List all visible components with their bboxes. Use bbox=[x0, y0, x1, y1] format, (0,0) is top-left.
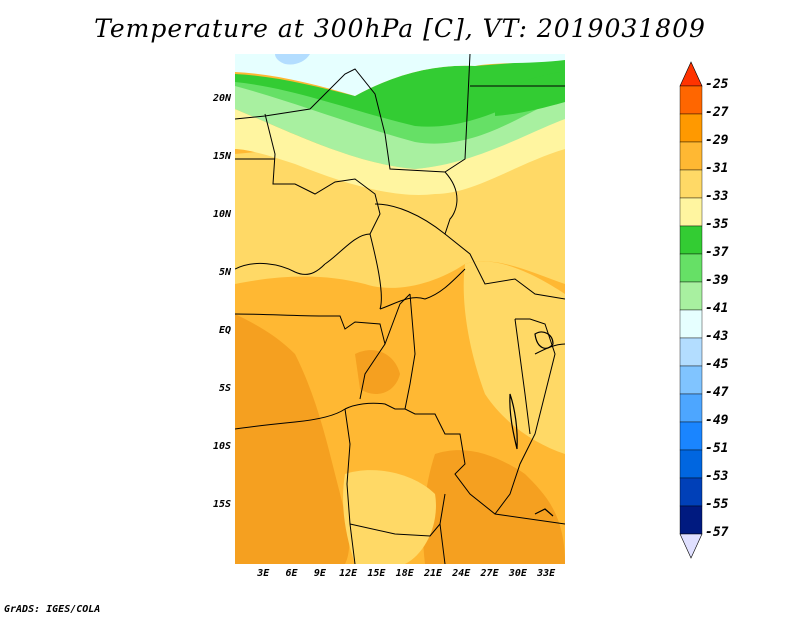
colorbar-level-label: -41 bbox=[705, 301, 729, 316]
field-green-light bbox=[235, 84, 565, 169]
field-green-dark-east bbox=[495, 72, 565, 116]
colorbar-cell bbox=[679, 449, 703, 479]
colorbar-level-label: -51 bbox=[705, 441, 729, 456]
colorbar-cell bbox=[679, 505, 703, 535]
colorbar-cell bbox=[679, 421, 703, 451]
colorbar-cell bbox=[679, 393, 703, 423]
colorbar-cell bbox=[679, 225, 703, 255]
colorbar-level-label: -55 bbox=[705, 497, 729, 512]
lon-tick-label: 6E bbox=[285, 568, 298, 579]
lat-tick-label: 10N bbox=[212, 209, 231, 221]
colorbar-cell bbox=[679, 253, 703, 283]
lat-tick-label: 5N bbox=[218, 267, 231, 279]
lon-tick-label: 33E bbox=[537, 568, 556, 579]
lon-tick-label: 3E bbox=[257, 568, 270, 579]
lon-tick-label: 9E bbox=[313, 568, 326, 579]
page-title: Temperature at 300hPa [C], VT: 201903180… bbox=[94, 14, 706, 43]
colorbar-level-label: -33 bbox=[705, 189, 729, 204]
colorbar-level-label: -37 bbox=[705, 245, 729, 260]
colorbar-cell bbox=[679, 197, 703, 227]
lat-tick-label: 15S bbox=[212, 499, 231, 511]
colorbar-cell bbox=[679, 281, 703, 311]
colorbar-level-label: -27 bbox=[705, 105, 729, 120]
lat-tick-label: 10S bbox=[212, 441, 231, 453]
colorbar-level-label: -57 bbox=[705, 525, 729, 540]
field-very-warm-south bbox=[235, 314, 350, 564]
field-cool bbox=[235, 109, 565, 195]
field-green-dark bbox=[235, 59, 565, 127]
colorbar-level-label: -25 bbox=[705, 77, 729, 92]
temperature-map bbox=[235, 54, 565, 564]
colorbar-level-label: -43 bbox=[705, 329, 729, 344]
field-cyan bbox=[235, 54, 565, 96]
colorbar-level-label: -31 bbox=[705, 161, 729, 176]
lon-tick-label: 15E bbox=[367, 568, 386, 579]
colorbar-level-label: -35 bbox=[705, 217, 729, 232]
country-borders bbox=[235, 54, 565, 564]
field-green-mid bbox=[235, 79, 565, 144]
colorbar-top-arrow bbox=[679, 61, 703, 87]
lat-tick-label: EQ bbox=[218, 325, 231, 337]
lon-tick-label: 18E bbox=[395, 568, 414, 579]
lon-tick-label: 30E bbox=[508, 568, 527, 579]
colorbar-cell bbox=[679, 337, 703, 367]
colorbar-cell bbox=[679, 477, 703, 507]
lon-tick-label: 21E bbox=[423, 568, 443, 579]
colorbar-level-label: -45 bbox=[705, 357, 729, 372]
lon-tick-label: 27E bbox=[480, 568, 499, 579]
field-blue-light bbox=[275, 54, 310, 65]
credit-label: GrADS: IGES/COLA bbox=[4, 604, 101, 615]
colorbar-cell bbox=[679, 141, 703, 171]
lon-tick-label: 12E bbox=[339, 568, 358, 579]
colorbar-level-label: -47 bbox=[705, 385, 729, 400]
lat-tick-label: 20N bbox=[212, 93, 231, 105]
field-very-warm-central bbox=[355, 350, 400, 394]
colorbar-level-label: -53 bbox=[705, 469, 729, 484]
field-mid-east bbox=[463, 261, 565, 454]
colorbar-level-label: -49 bbox=[705, 413, 729, 428]
lake-outlines bbox=[509, 331, 554, 517]
colorbar-cell bbox=[679, 113, 703, 143]
colorbar-cell bbox=[679, 365, 703, 395]
field-mid-south bbox=[343, 470, 436, 564]
colorbar bbox=[679, 61, 703, 559]
colorbar-cell bbox=[679, 85, 703, 115]
colorbar-bottom-arrow bbox=[679, 533, 703, 559]
lat-tick-label: 5S bbox=[218, 383, 231, 395]
colorbar-level-label: -39 bbox=[705, 273, 729, 288]
colorbar-cell bbox=[679, 169, 703, 199]
lon-tick-label: 24E bbox=[452, 568, 471, 579]
colorbar-level-label: -29 bbox=[705, 133, 729, 148]
colorbar-cell bbox=[679, 309, 703, 339]
lat-tick-label: 15N bbox=[212, 151, 231, 163]
